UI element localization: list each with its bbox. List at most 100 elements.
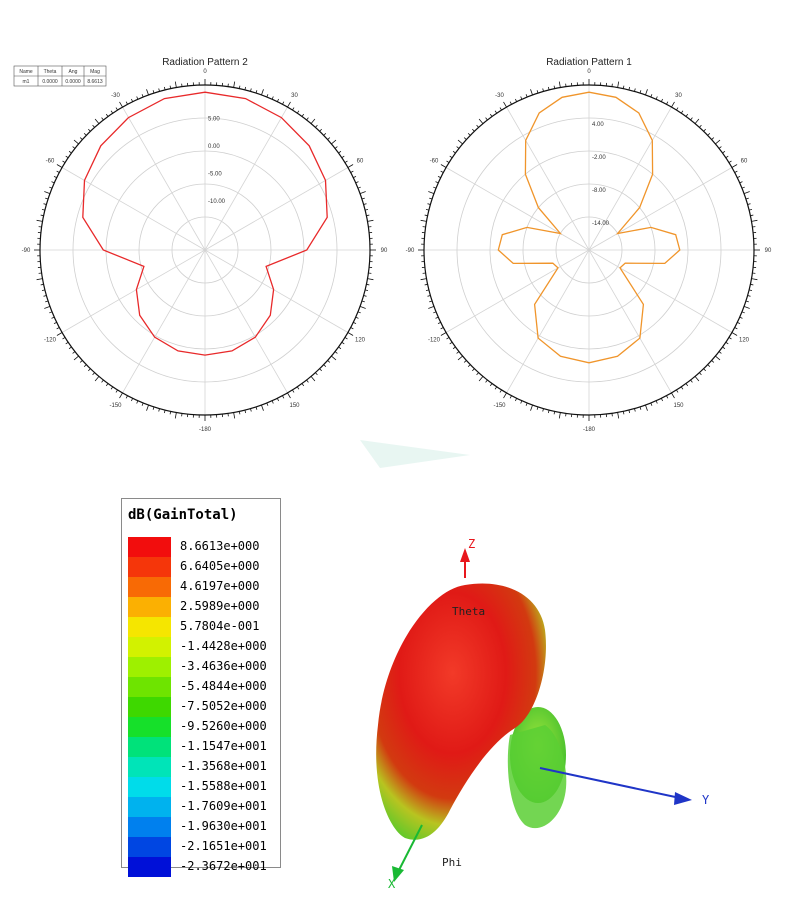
- angle-tick: [51, 181, 55, 184]
- angle-tick: [40, 214, 44, 217]
- angle-tick: [558, 81, 561, 88]
- angle-tick-label: -120: [428, 338, 441, 344]
- angle-tick: [287, 392, 291, 399]
- angle-tick: [707, 364, 711, 367]
- angle-tick: [634, 88, 636, 92]
- angle-tick: [547, 410, 550, 414]
- grid-spoke: [588, 167, 733, 251]
- angle-tick: [110, 110, 114, 114]
- angle-tick: [722, 346, 726, 350]
- angle-tick: [83, 364, 87, 367]
- angle-tick: [331, 139, 337, 145]
- legend-label: -2.1651e+001: [180, 839, 267, 853]
- angle-tick: [105, 113, 109, 117]
- legend-row: -2.3672e+001: [128, 857, 278, 877]
- angle-tick: [503, 392, 507, 399]
- angle-tick: [639, 90, 642, 94]
- angle-tick: [617, 81, 620, 88]
- angle-tick: [41, 289, 45, 292]
- angle-tick: [334, 146, 338, 149]
- angle-tick: [622, 411, 625, 415]
- chart-title: Radiation Pattern 2: [162, 57, 248, 68]
- angle-tick: [558, 412, 561, 419]
- angle-tick: [428, 306, 435, 309]
- polar-charts: Radiation Pattern 20306090120150-180-150…: [13, 57, 772, 468]
- angle-tick: [440, 164, 447, 168]
- angle-tick: [731, 164, 738, 168]
- angle-tick: [344, 337, 348, 340]
- angle-tick: [158, 408, 160, 412]
- angle-tick: [718, 146, 722, 149]
- y-axis-label: Y: [702, 793, 710, 807]
- angle-tick: [36, 219, 43, 222]
- angle-tick: [92, 124, 95, 128]
- grid-spoke: [506, 106, 590, 251]
- angle-tick-label: -150: [493, 403, 506, 409]
- angle-tick: [41, 208, 45, 211]
- angle-tick: [83, 133, 87, 136]
- theta-label: Theta: [452, 605, 485, 618]
- grid-spoke: [204, 167, 349, 251]
- z-axis: [460, 548, 470, 578]
- angle-tick: [94, 118, 100, 124]
- angle-tick: [685, 113, 689, 117]
- angle-tick: [751, 219, 758, 222]
- angle-tick-label: 0: [203, 69, 207, 75]
- angle-tick: [737, 175, 741, 179]
- legend-swatch: [128, 577, 171, 597]
- phi-label: Phi: [442, 856, 462, 869]
- angle-tick: [671, 392, 675, 399]
- angle-tick: [271, 96, 274, 100]
- angle-tick: [440, 170, 444, 173]
- angle-tick: [476, 124, 479, 128]
- angle-tick: [250, 88, 252, 92]
- angle-tick: [739, 316, 743, 319]
- angle-tick: [363, 295, 367, 297]
- angle-tick: [327, 137, 331, 140]
- angle-tick: [433, 311, 437, 314]
- angle-tick: [645, 404, 648, 411]
- angle-tick: [301, 383, 305, 387]
- angle-tick: [745, 300, 749, 303]
- angle-tick: [152, 406, 155, 410]
- series-line: [497, 91, 681, 364]
- angle-tick: [694, 376, 700, 382]
- angle-tick: [750, 214, 754, 217]
- angle-tick: [499, 389, 502, 393]
- angle-tick: [680, 110, 684, 114]
- grid-spoke: [122, 106, 206, 251]
- angle-tick: [530, 89, 533, 96]
- angle-tick: [44, 191, 51, 194]
- grid-spoke: [588, 249, 672, 394]
- angle-tick: [361, 300, 365, 303]
- angle-tick: [628, 410, 631, 414]
- angle-tick: [169, 85, 172, 89]
- angle-tick: [105, 383, 109, 387]
- angle-tick: [255, 406, 258, 410]
- angle-tick: [671, 101, 675, 108]
- angle-tick-label: -60: [46, 159, 55, 165]
- angle-tick: [749, 208, 753, 211]
- angle-tick: [655, 96, 658, 100]
- angle-tick: [341, 155, 345, 159]
- angle-tick: [233, 81, 236, 88]
- angle-tick: [341, 341, 345, 345]
- angle-tick: [261, 89, 264, 96]
- angle-tick: [525, 94, 528, 98]
- angle-tick-label: -150: [109, 403, 122, 409]
- angle-tick: [429, 300, 433, 303]
- angle-tick: [425, 208, 429, 211]
- angle-tick: [711, 360, 715, 363]
- grid-spoke: [122, 249, 206, 394]
- angle-tick: [457, 139, 463, 145]
- legend-swatch: [128, 537, 171, 557]
- angle-tick: [43, 295, 47, 297]
- legend-row: -1.9630e+001: [128, 817, 278, 837]
- radial-tick-label: 5.00: [208, 117, 220, 123]
- angle-tick: [130, 98, 134, 102]
- angle-tick-label: 120: [355, 338, 366, 344]
- angle-tick: [489, 113, 493, 117]
- angle-tick: [359, 191, 366, 194]
- angle-tick-label: 60: [357, 159, 364, 165]
- angle-tick: [634, 408, 636, 412]
